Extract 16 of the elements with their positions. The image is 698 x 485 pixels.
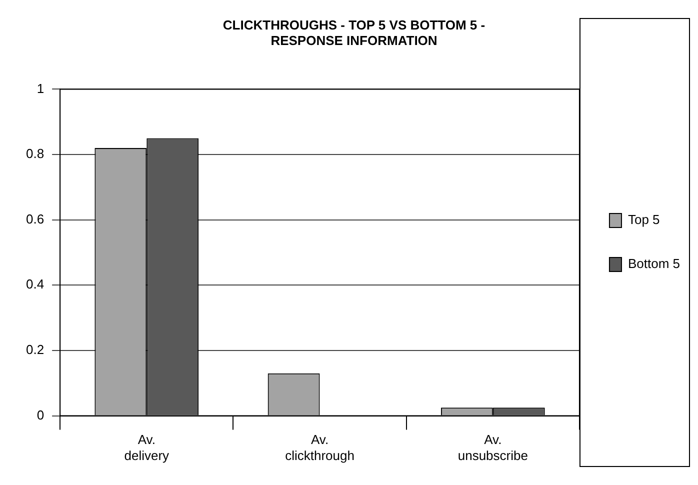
y-tick-label: 0	[36, 407, 44, 422]
category-label: Av.	[484, 432, 502, 448]
category-label: delivery	[124, 448, 170, 463]
category-label: unsubscribe	[458, 448, 528, 463]
legend-label: Bottom 5	[628, 256, 680, 272]
y-tick-label: 0.4	[26, 276, 44, 292]
y-tick-label: 0.2	[26, 342, 44, 358]
category-label: clickthrough	[285, 448, 354, 463]
legend-label: Top 5	[628, 212, 660, 228]
y-tick-label: 0.8	[26, 146, 44, 162]
text: CLICKTHROUGHS - TOP 5 VS BOTTOM 5 -	[222, 17, 486, 32]
text: RESPONSE INFORMATION	[270, 32, 438, 48]
category-label: Av.	[310, 432, 329, 448]
y-tick-label: 0.6	[26, 211, 44, 226]
category-label: Av.	[138, 432, 156, 448]
y-tick-label: 1	[36, 80, 44, 96]
